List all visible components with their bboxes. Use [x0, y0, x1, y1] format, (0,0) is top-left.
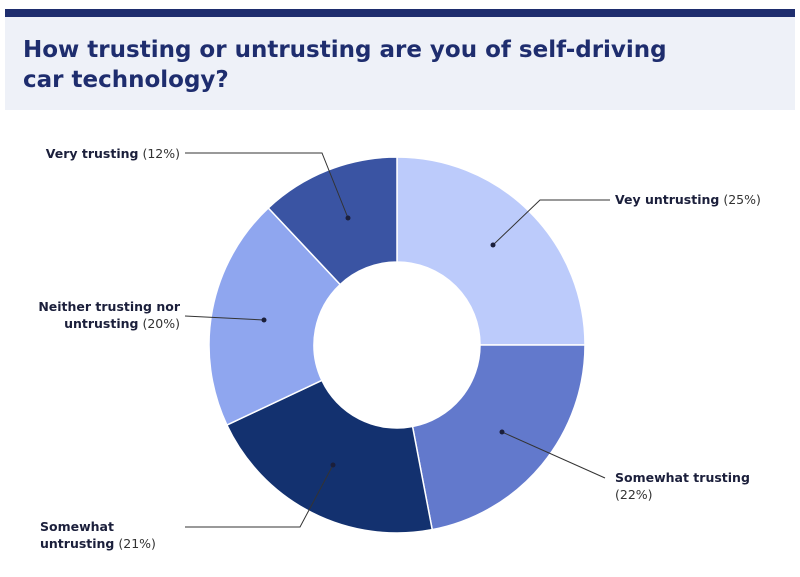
leader-line — [492, 199, 610, 246]
value-label: (21%) — [118, 536, 156, 551]
donut-slice — [225, 379, 434, 534]
donut-slice — [396, 156, 586, 346]
leader-line — [185, 464, 334, 528]
leader-line — [185, 152, 349, 219]
slice-label: Neither trusting nor untrusting (20%) — [20, 298, 180, 332]
chart-title: How trusting or untrusting are you of se… — [23, 37, 667, 93]
leader-dot — [261, 317, 267, 323]
donut-slice — [267, 156, 398, 286]
value-label: (22%) — [615, 487, 653, 502]
category-name: Very trusting — [45, 146, 139, 161]
leader-dot — [330, 462, 336, 468]
category-name: Vey untrusting — [615, 192, 720, 207]
header: How trusting or untrusting are you of se… — [5, 17, 795, 110]
slice-label: Vey untrusting (25%) — [615, 191, 795, 208]
category-name: Somewhat trusting — [615, 470, 750, 485]
donut-slice — [411, 344, 586, 531]
value-label: (20%) — [142, 316, 180, 331]
leader-line — [184, 315, 265, 321]
category-name: Neither trusting nor untrusting — [38, 299, 180, 331]
value-label: (12%) — [142, 146, 180, 161]
top-bar — [5, 9, 795, 17]
value-label: (25%) — [723, 192, 761, 207]
slice-label: Very trusting (12%) — [20, 145, 180, 162]
category-name: Somewhat untrusting — [40, 519, 115, 551]
leader-dot — [345, 215, 351, 221]
leader-line — [501, 431, 606, 479]
slice-label: Somewhat trusting (22%) — [615, 469, 765, 503]
leader-dot — [490, 242, 496, 248]
slice-label: Somewhat untrusting (21%) — [40, 518, 190, 552]
donut-slice — [208, 206, 342, 427]
leader-dot — [499, 429, 505, 435]
